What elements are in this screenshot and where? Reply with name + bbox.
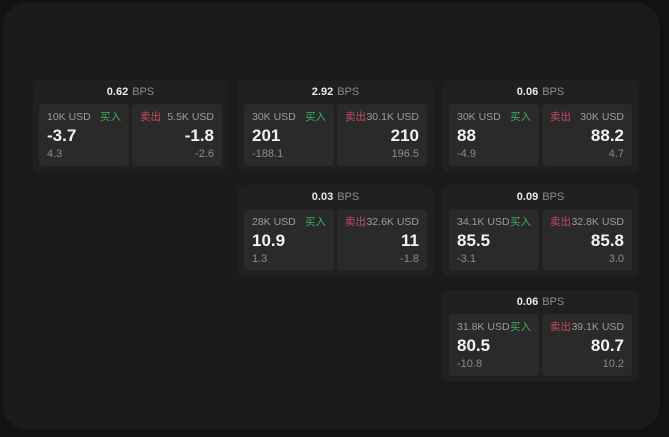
bps-unit: BPS bbox=[337, 190, 360, 203]
buy-label: 买入 bbox=[510, 111, 531, 123]
sell-delta: 3.0 bbox=[608, 253, 624, 265]
quote-card[interactable]: 2.92 BPS 30K USD 买入 201 -188.1 卖出 30.1K … bbox=[238, 80, 433, 172]
buy-delta: -10.8 bbox=[457, 358, 483, 370]
buy-delta: 1.3 bbox=[252, 253, 268, 265]
sell-amount: 5.5K USD bbox=[167, 111, 214, 123]
bps-header: 0.06 BPS bbox=[449, 290, 632, 314]
sell-label: 卖出 bbox=[550, 216, 571, 228]
sell-price: 11 bbox=[401, 230, 419, 250]
quote-card[interactable]: 0.09 BPS 34.1K USD 买入 85.5 -3.1 卖出 32.8K… bbox=[443, 185, 638, 277]
sell-price: -1.8 bbox=[184, 125, 214, 145]
buy-delta: -3.1 bbox=[457, 253, 476, 265]
sell-panel[interactable]: 卖出 30K USD 88.2 4.7 bbox=[542, 104, 632, 166]
buy-label: 买入 bbox=[510, 216, 531, 228]
buy-delta: -188.1 bbox=[252, 148, 284, 160]
sell-panel[interactable]: 卖出 30.1K USD 210 196.5 bbox=[337, 104, 427, 166]
buy-label: 买入 bbox=[510, 321, 531, 333]
bps-value: 0.62 bbox=[106, 85, 129, 98]
buy-price: 85.5 bbox=[457, 230, 491, 250]
sell-price: 88.2 bbox=[590, 125, 624, 145]
buy-price: 201 bbox=[252, 125, 281, 145]
sell-delta: 196.5 bbox=[391, 148, 419, 160]
bps-unit: BPS bbox=[132, 85, 155, 98]
quote-card[interactable]: 0.62 BPS 10K USD 买入 -3.7 4.3 卖出 5.5K USD… bbox=[33, 80, 228, 172]
sell-price: 80.7 bbox=[590, 335, 624, 355]
bps-header: 0.06 BPS bbox=[449, 80, 632, 104]
sell-price: 85.8 bbox=[590, 230, 624, 250]
bps-value: 0.06 bbox=[516, 295, 539, 308]
buy-amount: 34.1K USD bbox=[457, 216, 510, 228]
buy-panel[interactable]: 30K USD 买入 88 -4.9 bbox=[449, 104, 539, 166]
quote-card[interactable]: 0.03 BPS 28K USD 买入 10.9 1.3 卖出 32.6K US… bbox=[238, 185, 433, 277]
quote-card[interactable]: 0.06 BPS 31.8K USD 买入 80.5 -10.8 卖出 39.1… bbox=[443, 290, 638, 382]
buy-price: 10.9 bbox=[252, 230, 286, 250]
sell-label: 卖出 bbox=[550, 111, 571, 123]
bps-value: 0.03 bbox=[311, 190, 334, 203]
buy-panel[interactable]: 30K USD 买入 201 -188.1 bbox=[244, 104, 334, 166]
bps-value: 2.92 bbox=[311, 85, 334, 98]
buy-price: 80.5 bbox=[457, 335, 491, 355]
buy-price: 88 bbox=[457, 125, 476, 145]
buy-amount: 31.8K USD bbox=[457, 321, 510, 333]
app-surface: 0.62 BPS 10K USD 买入 -3.7 4.3 卖出 5.5K USD… bbox=[2, 2, 660, 430]
sell-delta: -2.6 bbox=[195, 148, 214, 160]
buy-label: 买入 bbox=[305, 111, 326, 123]
sell-amount: 39.1K USD bbox=[571, 321, 624, 333]
buy-panel[interactable]: 28K USD 买入 10.9 1.3 bbox=[244, 209, 334, 271]
sell-amount: 30K USD bbox=[580, 111, 624, 123]
sell-panel[interactable]: 卖出 5.5K USD -1.8 -2.6 bbox=[132, 104, 222, 166]
bps-value: 0.09 bbox=[516, 190, 539, 203]
sell-label: 卖出 bbox=[550, 321, 571, 333]
quote-card[interactable]: 0.06 BPS 30K USD 买入 88 -4.9 卖出 30K USD 8… bbox=[443, 80, 638, 172]
bps-header: 0.09 BPS bbox=[449, 185, 632, 209]
sell-amount: 32.6K USD bbox=[366, 216, 419, 228]
sell-panel[interactable]: 卖出 32.6K USD 11 -1.8 bbox=[337, 209, 427, 271]
buy-amount: 30K USD bbox=[457, 111, 501, 123]
buy-price: -3.7 bbox=[47, 125, 77, 145]
sell-label: 卖出 bbox=[345, 216, 366, 228]
sell-delta: 10.2 bbox=[602, 358, 624, 370]
buy-amount: 30K USD bbox=[252, 111, 296, 123]
sell-label: 卖出 bbox=[140, 111, 161, 123]
bps-unit: BPS bbox=[542, 190, 565, 203]
buy-panel[interactable]: 31.8K USD 买入 80.5 -10.8 bbox=[449, 314, 539, 376]
bps-unit: BPS bbox=[337, 85, 360, 98]
buy-delta: -4.9 bbox=[457, 148, 476, 160]
buy-delta: 4.3 bbox=[47, 148, 63, 160]
sell-panel[interactable]: 卖出 32.8K USD 85.8 3.0 bbox=[542, 209, 632, 271]
bps-header: 2.92 BPS bbox=[244, 80, 427, 104]
sell-delta: -1.8 bbox=[400, 253, 419, 265]
buy-panel[interactable]: 10K USD 买入 -3.7 4.3 bbox=[39, 104, 129, 166]
buy-panel[interactable]: 34.1K USD 买入 85.5 -3.1 bbox=[449, 209, 539, 271]
sell-price: 210 bbox=[390, 125, 419, 145]
bps-value: 0.06 bbox=[516, 85, 539, 98]
bps-unit: BPS bbox=[542, 85, 565, 98]
sell-panel[interactable]: 卖出 39.1K USD 80.7 10.2 bbox=[542, 314, 632, 376]
bps-header: 0.03 BPS bbox=[244, 185, 427, 209]
sell-delta: 4.7 bbox=[608, 148, 624, 160]
buy-amount: 10K USD bbox=[47, 111, 91, 123]
sell-amount: 30.1K USD bbox=[366, 111, 419, 123]
bps-unit: BPS bbox=[542, 295, 565, 308]
sell-label: 卖出 bbox=[345, 111, 366, 123]
bps-header: 0.62 BPS bbox=[39, 80, 222, 104]
buy-label: 买入 bbox=[305, 216, 326, 228]
buy-amount: 28K USD bbox=[252, 216, 296, 228]
sell-amount: 32.8K USD bbox=[571, 216, 624, 228]
buy-label: 买入 bbox=[100, 111, 121, 123]
